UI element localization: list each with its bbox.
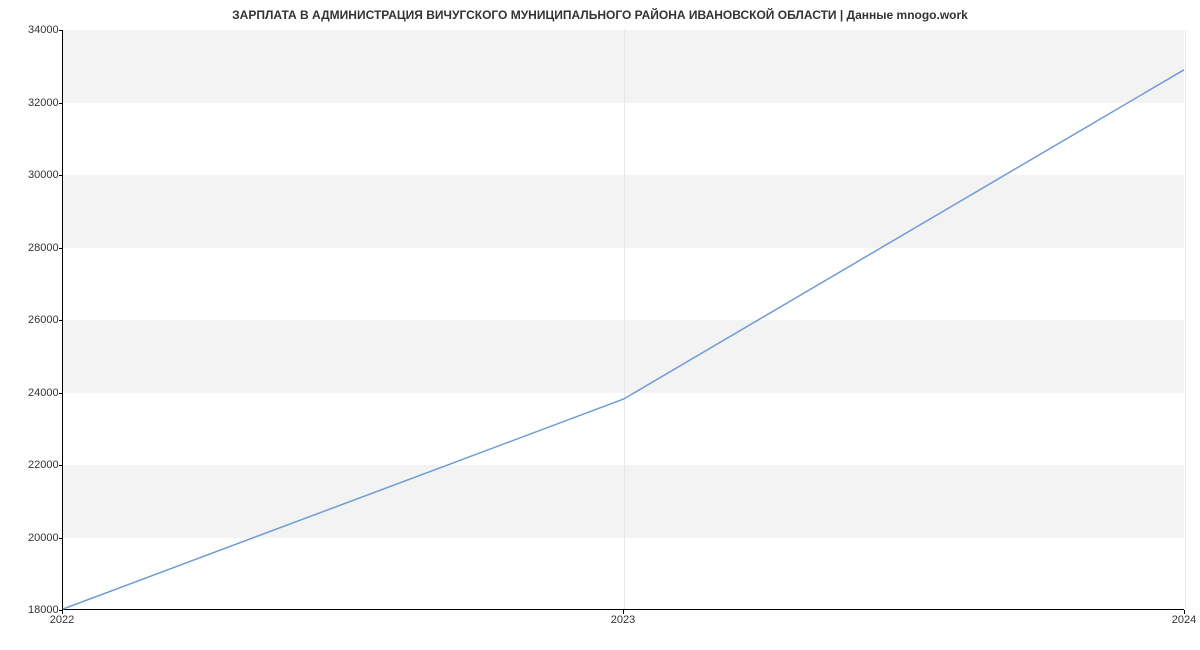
x-axis-tick-label: 2023: [611, 614, 635, 626]
y-axis-tick-mark: [59, 320, 62, 321]
y-axis-tick-label: 34000: [28, 24, 58, 36]
y-axis-tick-mark: [59, 393, 62, 394]
y-axis-tick-label: 20000: [28, 532, 58, 544]
line-series: [63, 30, 1184, 609]
x-axis-tick-mark: [1184, 610, 1185, 614]
gridline-vertical: [1185, 30, 1186, 609]
plot-area: [62, 30, 1184, 610]
x-axis-tick-label: 2022: [50, 614, 74, 626]
y-axis-tick-label: 24000: [28, 387, 58, 399]
y-axis-tick-label: 32000: [28, 97, 58, 109]
y-axis-tick-mark: [59, 30, 62, 31]
x-axis-tick-mark: [623, 610, 624, 614]
y-axis-tick-mark: [59, 248, 62, 249]
y-axis-tick-label: 26000: [28, 314, 58, 326]
chart-container: ЗАРПЛАТА В АДМИНИСТРАЦИЯ ВИЧУГСКОГО МУНИ…: [0, 0, 1200, 650]
chart-title: ЗАРПЛАТА В АДМИНИСТРАЦИЯ ВИЧУГСКОГО МУНИ…: [0, 8, 1200, 22]
y-axis-tick-mark: [59, 175, 62, 176]
y-axis-tick-label: 22000: [28, 459, 58, 471]
y-axis-tick-mark: [59, 465, 62, 466]
x-axis-tick-mark: [62, 610, 63, 614]
y-axis-tick-mark: [59, 103, 62, 104]
y-axis-tick-label: 30000: [28, 169, 58, 181]
y-axis-tick-mark: [59, 538, 62, 539]
y-axis-tick-label: 28000: [28, 242, 58, 254]
x-axis-tick-label: 2024: [1172, 614, 1196, 626]
